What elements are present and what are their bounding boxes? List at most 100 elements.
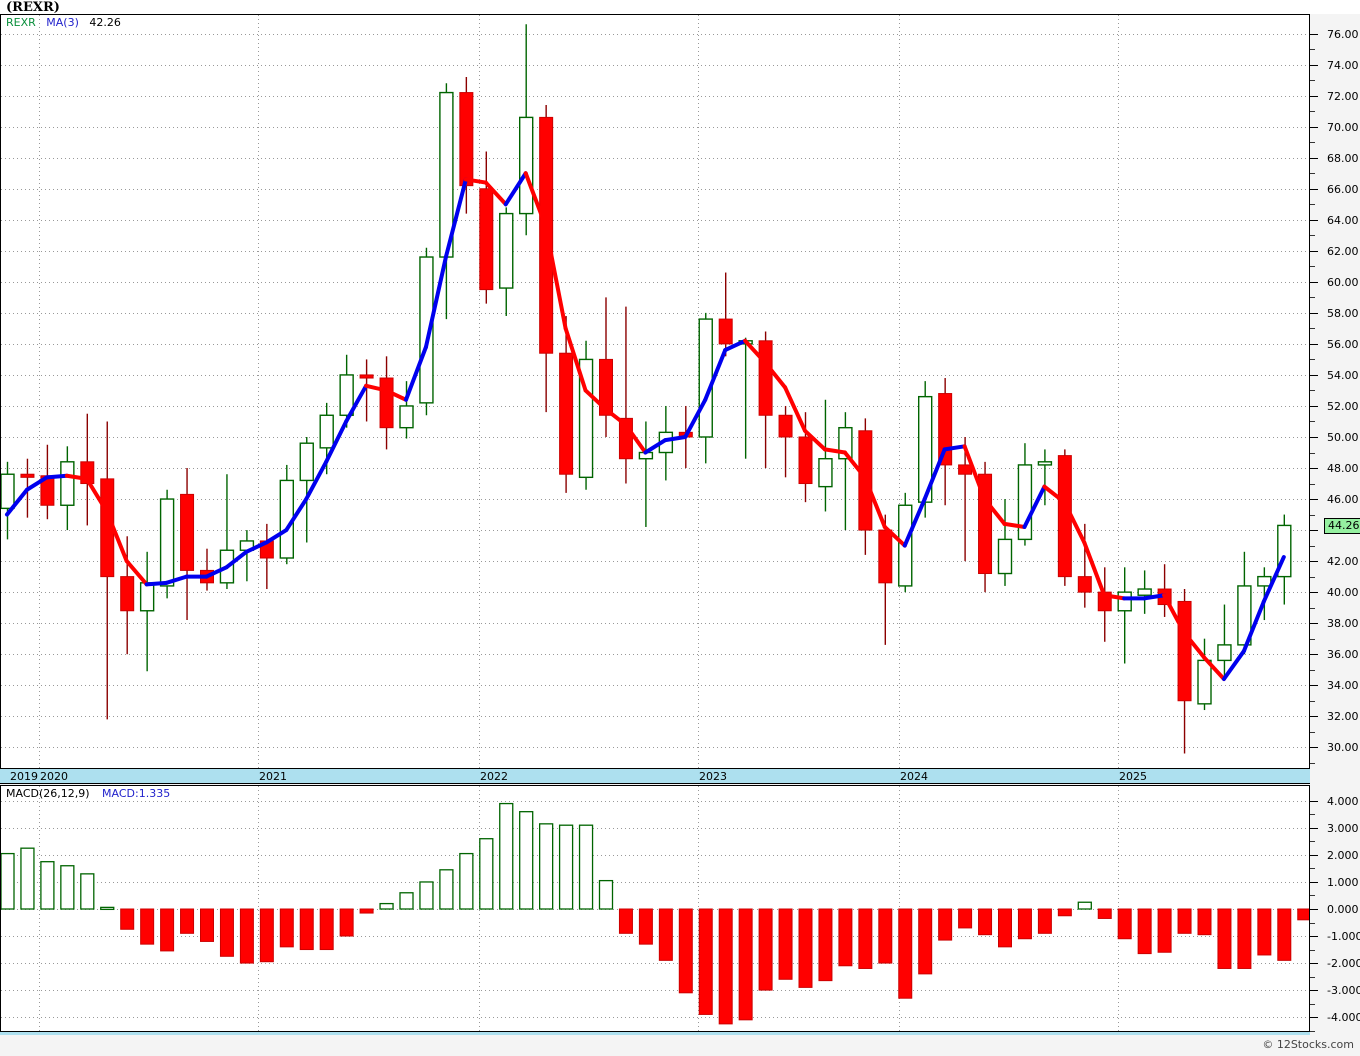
price-tick-label: 36.00 [1327,648,1359,662]
price-tick-mark-minor [1310,421,1315,423]
price-tick-mark-minor [1310,762,1315,764]
macd-tick-mark-minor [1310,922,1315,924]
price-plot[interactable] [1,15,1309,769]
price-tick-mark-minor [1310,452,1315,454]
price-tick-label: 40.00 [1327,586,1359,600]
macd-tick-mark [1310,936,1318,938]
current-price-tag: 44.26 [1324,518,1360,535]
macd-axis: 4.000 3.000 2.000 1.000 0.000 -1.000 -2.000 -3.… [1309,785,1360,1033]
price-tick-mark [1310,64,1318,66]
price-candlestick-svg [1,15,1309,769]
macd-tick-mark-minor [1310,814,1315,816]
macd-legend: MACD(26,12,9) MACD:1.335 [6,788,170,800]
price-tick-mark-minor [1310,49,1315,51]
price-tick-mark [1310,312,1318,314]
price-tick-label: 52.00 [1327,399,1359,413]
price-tick-mark [1310,250,1318,252]
price-tick-label: 72.00 [1327,89,1359,103]
macd-tick-mark [1310,1017,1318,1019]
price-tick-label: 30.00 [1327,741,1359,755]
title-bar: (REXR) [0,0,1360,15]
macd-tick-label: -4.000 [1327,1011,1360,1025]
macd-tick-label: -1.000 [1327,930,1360,944]
year-label: 2023 [699,770,727,783]
price-tick-mark-minor [1310,669,1315,671]
macd-tick-mark [1310,800,1318,802]
macd-tick-label: 0.000 [1327,903,1359,916]
price-tick-mark [1310,623,1318,625]
legend-symbol: REXR [6,16,36,29]
price-tick-mark-minor [1310,111,1315,113]
price-tick-mark-minor [1310,359,1315,361]
macd-tick-label: 4.000 [1327,794,1359,808]
price-tick-mark [1310,188,1318,190]
macd-tick-mark [1310,990,1318,992]
macd-chart-panel[interactable]: MACD(26,12,9) MACD:1.335 [0,785,1310,1033]
price-tick-mark-minor [1310,545,1315,547]
macd-tick-mark-minor [1310,1003,1315,1005]
macd-tick-mark-minor [1310,895,1315,897]
price-tick-label: 60.00 [1327,275,1359,289]
price-tick-label: 74.00 [1327,58,1359,72]
price-tick-mark [1310,530,1318,532]
date-ribbon-top: 2019 2020 2021 2022 2023 2024 2025 [0,768,1310,784]
price-tick-mark-minor [1310,297,1315,299]
macd-tick-mark [1310,963,1318,965]
price-tick-mark [1310,157,1318,159]
price-tick-mark-minor [1310,173,1315,175]
price-tick-label: 34.00 [1327,679,1359,693]
price-tick-mark [1310,716,1318,718]
year-label: 2021 [259,770,287,783]
price-tick-label: 66.00 [1327,182,1359,196]
price-tick-mark-minor [1310,731,1315,733]
legend-macd-value: MACD:1.335 [102,787,171,800]
macd-tick-label: -2.000 [1327,957,1360,971]
price-axis: 30.0032.0034.0036.0038.0040.0042.0044.00… [1309,14,1360,770]
price-tick-label: 32.00 [1327,710,1359,724]
price-tick-mark [1310,654,1318,656]
year-label: 2019 [10,770,38,783]
macd-tick-mark-minor [1310,868,1315,870]
price-tick-label: 70.00 [1327,120,1359,134]
price-tick-mark [1310,499,1318,501]
year-label: 2024 [900,770,928,783]
price-tick-mark [1310,219,1318,221]
macd-tick-mark-minor [1310,976,1315,978]
macd-tick-label: 1.000 [1327,875,1359,889]
year-label: 2020 [40,770,68,783]
price-tick-mark [1310,561,1318,563]
price-tick-mark-minor [1310,142,1315,144]
price-tick-label: 56.00 [1327,337,1359,351]
price-tick-mark [1310,685,1318,687]
price-tick-mark [1310,343,1318,345]
price-chart-panel[interactable]: REXR MA(3) 42.26 [0,14,1310,770]
price-tick-mark-minor [1310,328,1315,330]
price-tick-mark [1310,126,1318,128]
price-tick-label: 54.00 [1327,368,1359,382]
price-tick-mark [1310,95,1318,97]
price-tick-mark [1310,592,1318,594]
price-tick-label: 68.00 [1327,151,1359,165]
legend-ma-value: 42.26 [89,16,121,29]
macd-tick-mark-minor [1310,841,1315,843]
price-tick-mark [1310,468,1318,470]
price-tick-mark-minor [1310,204,1315,206]
legend-ma-indicator: MA(3) [46,16,79,29]
macd-tick-mark [1310,909,1318,910]
macd-tick-mark [1310,854,1318,856]
page-title: (REXR) [6,0,60,15]
year-label: 2025 [1119,770,1147,783]
price-tick-mark-minor [1310,483,1315,485]
copyright-label: © 12Stocks.com [1262,1038,1354,1051]
price-tick-mark-minor [1310,514,1315,516]
macd-tick-label: 3.000 [1327,821,1359,835]
price-tick-mark-minor [1310,576,1315,578]
price-tick-mark-minor [1310,266,1315,268]
price-tick-mark-minor [1310,700,1315,702]
price-tick-mark [1310,281,1318,283]
price-tick-mark [1310,405,1318,407]
macd-plot[interactable] [1,786,1309,1032]
price-tick-label: 48.00 [1327,462,1359,476]
price-tick-label: 50.00 [1327,430,1359,444]
